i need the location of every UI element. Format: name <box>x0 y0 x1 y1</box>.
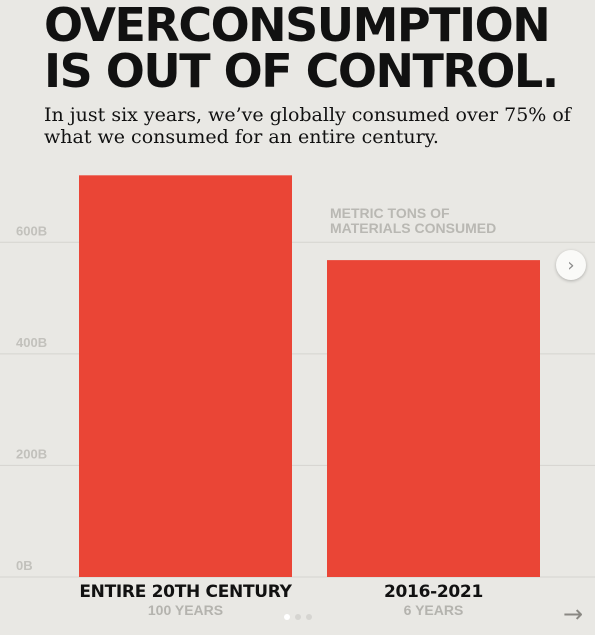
carousel-dot-2[interactable] <box>295 614 301 620</box>
bar-1 <box>79 175 292 577</box>
arrow-right-icon[interactable]: → <box>563 600 584 628</box>
y-axis-ticks: 0B 200B 400B 600B <box>16 223 47 573</box>
subtitle-line-1: In just six years, we’ve globally consum… <box>44 104 571 126</box>
subtitle: In just six years, we’ve globally consum… <box>44 104 584 148</box>
chart-annotation: METRIC TONS OF MATERIALS CONSUMED <box>330 205 496 236</box>
y-tick-label-200: 200B <box>16 446 47 461</box>
carousel-dot-1[interactable] <box>284 614 290 620</box>
category-label-2: 2016-2021 <box>384 582 483 602</box>
headline: OVERCONSUMPTION IS OUT OF CONTROL. <box>44 0 559 98</box>
category-sublabel-1: 100 YEARS <box>148 602 223 618</box>
category-label-1: ENTIRE 20TH CENTURY <box>79 582 292 602</box>
annotation-line-1: METRIC TONS OF <box>330 205 450 221</box>
annotation-line-2: MATERIALS CONSUMED <box>330 220 496 236</box>
bar-2 <box>327 260 540 577</box>
y-tick-label-0: 0B <box>16 558 33 573</box>
next-slide-button[interactable]: › <box>556 250 586 280</box>
carousel-dot-3[interactable] <box>306 614 312 620</box>
y-tick-label-400: 400B <box>16 335 47 350</box>
carousel-dots <box>284 614 312 620</box>
chevron-right-icon: › <box>567 254 575 276</box>
y-tick-label-600: 600B <box>16 223 47 238</box>
headline-line-2: IS OUT OF CONTROL. <box>44 44 559 98</box>
subtitle-line-2: what we consumed for an entire century. <box>44 126 439 148</box>
chart-bars <box>79 175 540 577</box>
category-sublabel-2: 6 YEARS <box>404 602 464 618</box>
headline-line-1: OVERCONSUMPTION <box>44 0 551 52</box>
